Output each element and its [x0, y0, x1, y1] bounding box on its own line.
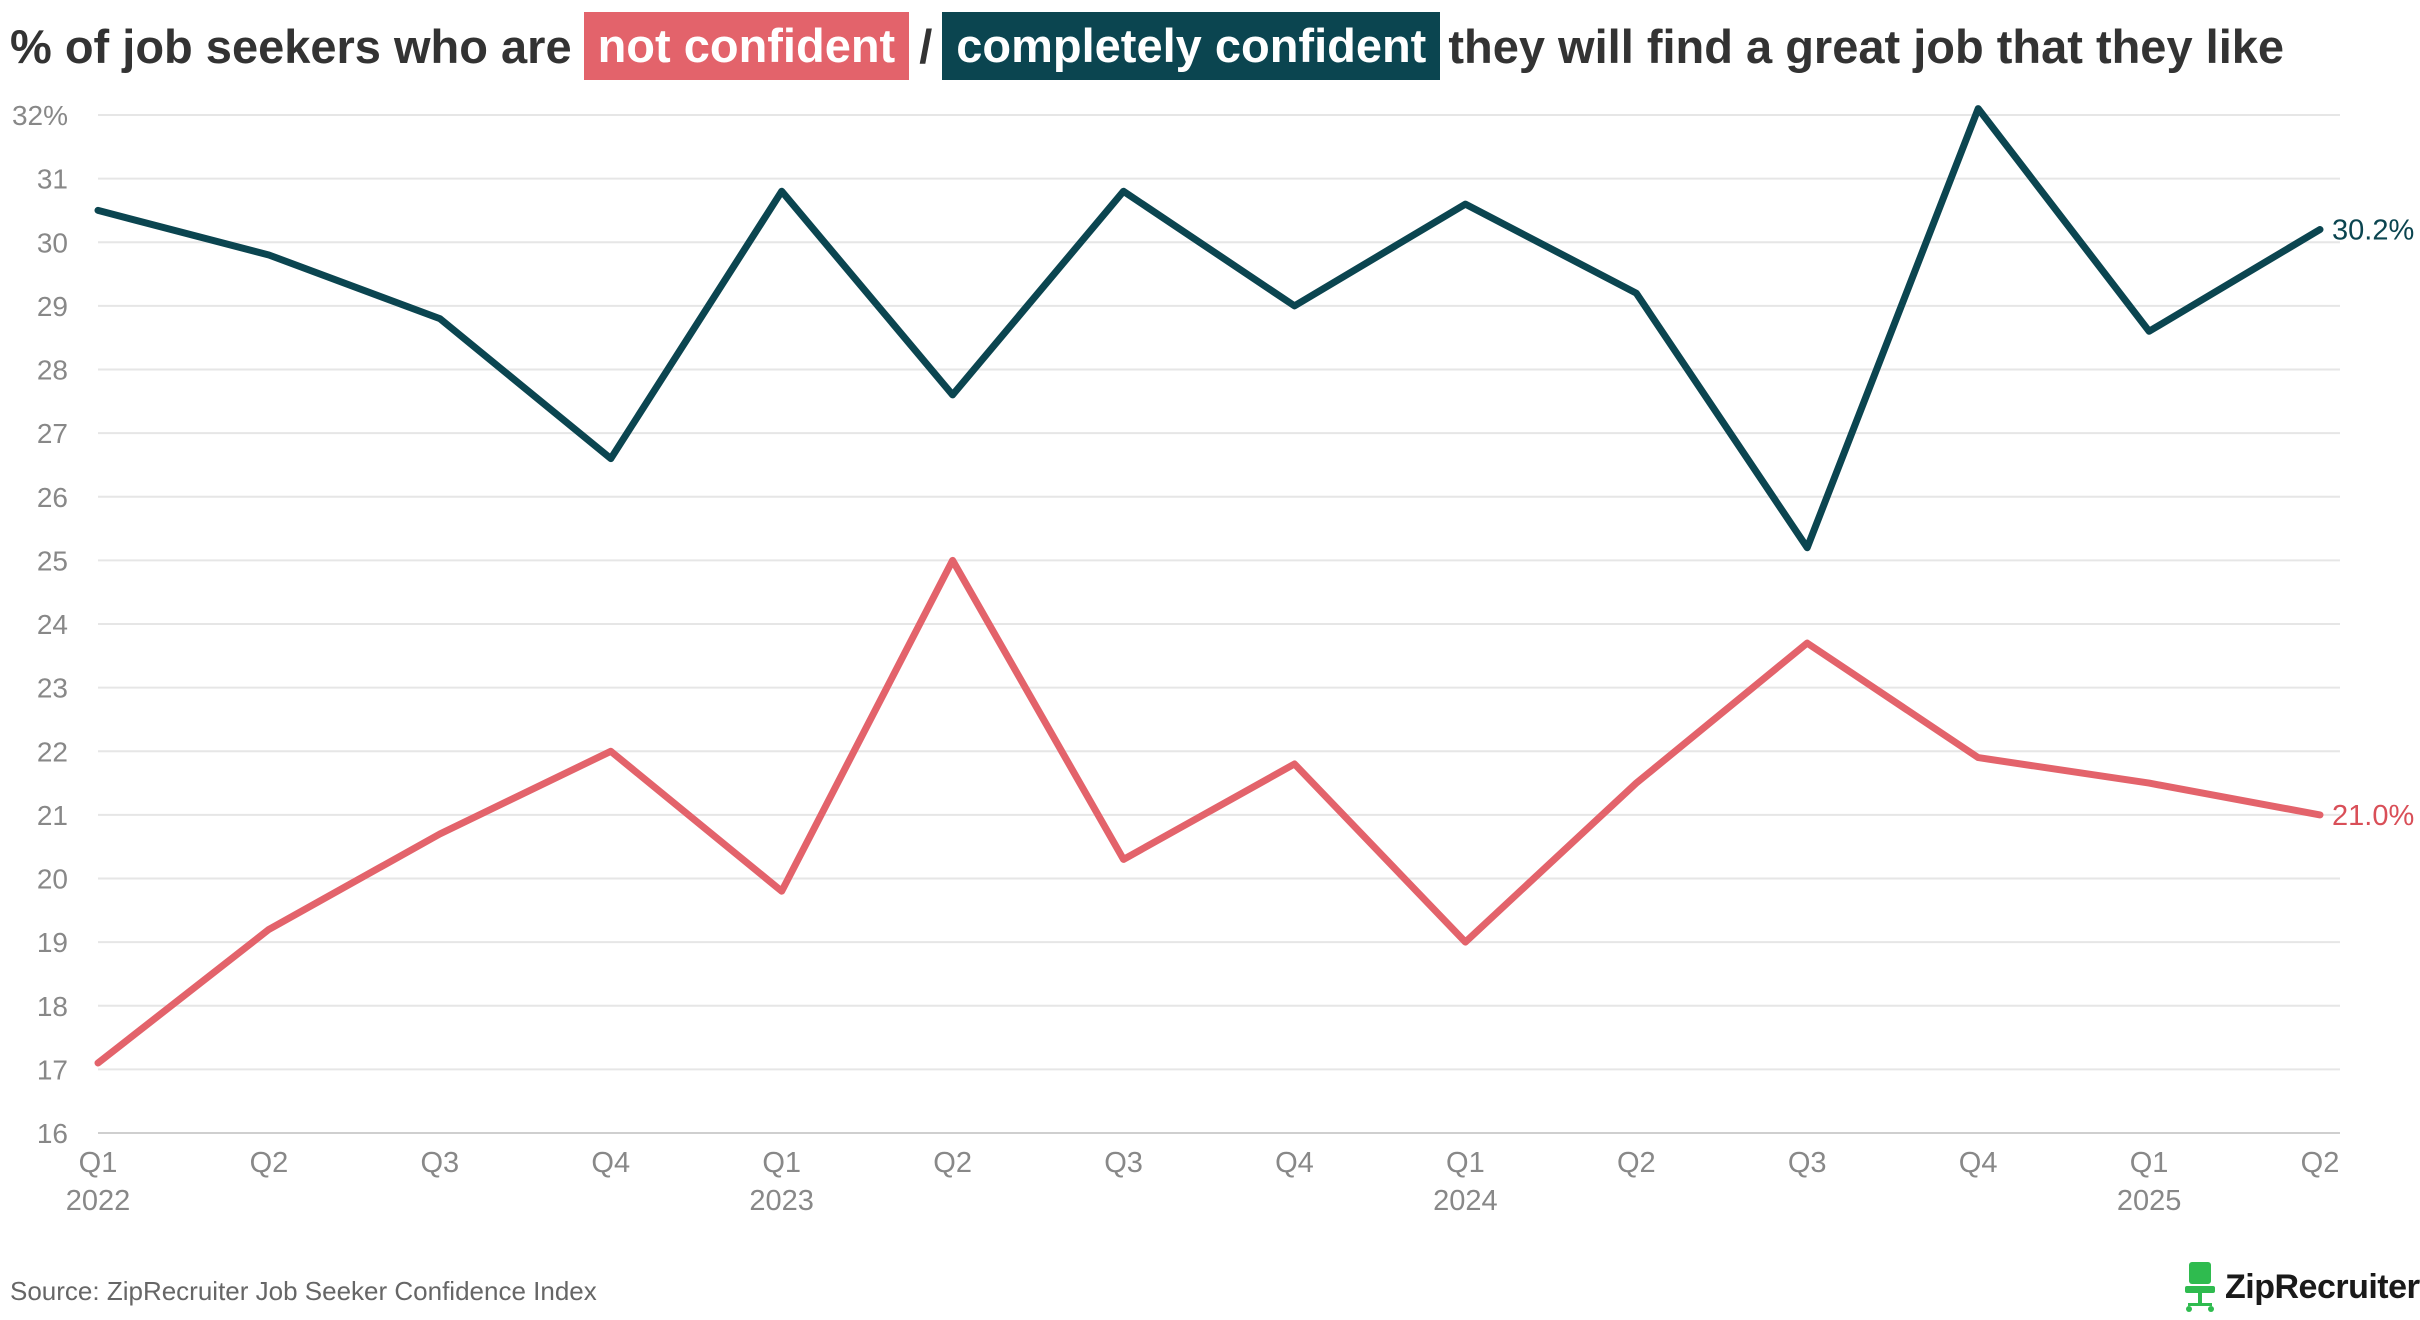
x-year-label: 2024 — [1433, 1185, 1498, 1217]
series-line-not-confident — [94, 556, 2324, 1067]
x-tick-label: Q3 — [1104, 1147, 1143, 1179]
x-tick-label: Q1 — [762, 1147, 801, 1179]
x-tick-label: Q2 — [933, 1147, 972, 1179]
end-label-not-confident: 21.0% — [2332, 800, 2414, 832]
y-tick-label: 25 — [37, 545, 68, 576]
title-prefix: % of job seekers who are — [10, 19, 572, 73]
x-year-label: 2022 — [66, 1185, 131, 1217]
y-tick-label: 26 — [37, 482, 68, 513]
x-tick-label: Q2 — [250, 1147, 289, 1179]
brand-logo: ZipRecruiter® — [2183, 1262, 2420, 1312]
x-year-label: 2023 — [749, 1185, 814, 1217]
y-tick-label: 19 — [37, 927, 68, 958]
x-tick-label: Q4 — [1959, 1147, 1998, 1179]
title-highlight-completely-confident: completely confident — [942, 12, 1441, 80]
x-tick-label: Q1 — [1446, 1147, 1485, 1179]
title-separator: / — [919, 19, 933, 73]
series-line-completely-confident — [94, 105, 2324, 552]
x-tick-label: Q1 — [79, 1147, 118, 1179]
x-tick-label: Q2 — [2301, 1147, 2340, 1179]
y-tick-label: 30 — [37, 227, 68, 258]
y-tick-label: 18 — [37, 991, 68, 1022]
grid-lines — [98, 114, 2340, 1134]
source-note: Source: ZipRecruiter Job Seeker Confiden… — [10, 1276, 597, 1306]
x-axis-ticks: Q1 Q2 Q3 Q4 Q1 Q2 Q3 Q4 Q1 Q2 Q3 Q4 Q1 Q2 2022 2023 2024… — [66, 1147, 2340, 1217]
y-tick-label: 32% — [12, 100, 68, 131]
y-tick-label: 29 — [37, 291, 68, 322]
series-lines — [94, 105, 2324, 1067]
x-tick-label: Q2 — [1617, 1147, 1656, 1179]
x-tick-label: Q4 — [1275, 1147, 1314, 1179]
y-tick-label: 22 — [37, 736, 68, 767]
y-tick-label: 31 — [37, 164, 68, 195]
y-tick-label: 20 — [37, 864, 68, 895]
y-tick-label: 17 — [37, 1054, 68, 1085]
y-tick-label: 24 — [37, 609, 68, 640]
title-suffix: they will find a great job that they lik… — [1448, 19, 2285, 73]
y-tick-label: 16 — [37, 1118, 68, 1149]
x-year-label: 2025 — [2117, 1185, 2182, 1217]
title-highlight-not-confident: not confident — [583, 12, 910, 80]
x-tick-label: Q4 — [591, 1147, 630, 1179]
y-tick-label: 23 — [37, 673, 68, 704]
x-tick-label: Q3 — [1788, 1147, 1827, 1179]
x-tick-label: Q1 — [2130, 1147, 2169, 1179]
brand-name: ZipRecruiter® — [2225, 1267, 2420, 1306]
end-label-completely-confident: 30.2% — [2332, 215, 2414, 247]
end-labels: 30.2% 21.0% — [2332, 215, 2414, 832]
y-tick-label: 21 — [37, 800, 68, 831]
chair-icon — [2185, 1262, 2215, 1312]
y-axis-ticks: 16 17 18 19 20 21 22 23 24 25 26 27 28 29 30 31 32% — [12, 100, 68, 1149]
y-tick-label: 28 — [37, 355, 68, 386]
chart-title: % of job seekers who are not confident /… — [10, 12, 2284, 80]
y-tick-label: 27 — [37, 418, 68, 449]
x-tick-label: Q3 — [421, 1147, 460, 1179]
